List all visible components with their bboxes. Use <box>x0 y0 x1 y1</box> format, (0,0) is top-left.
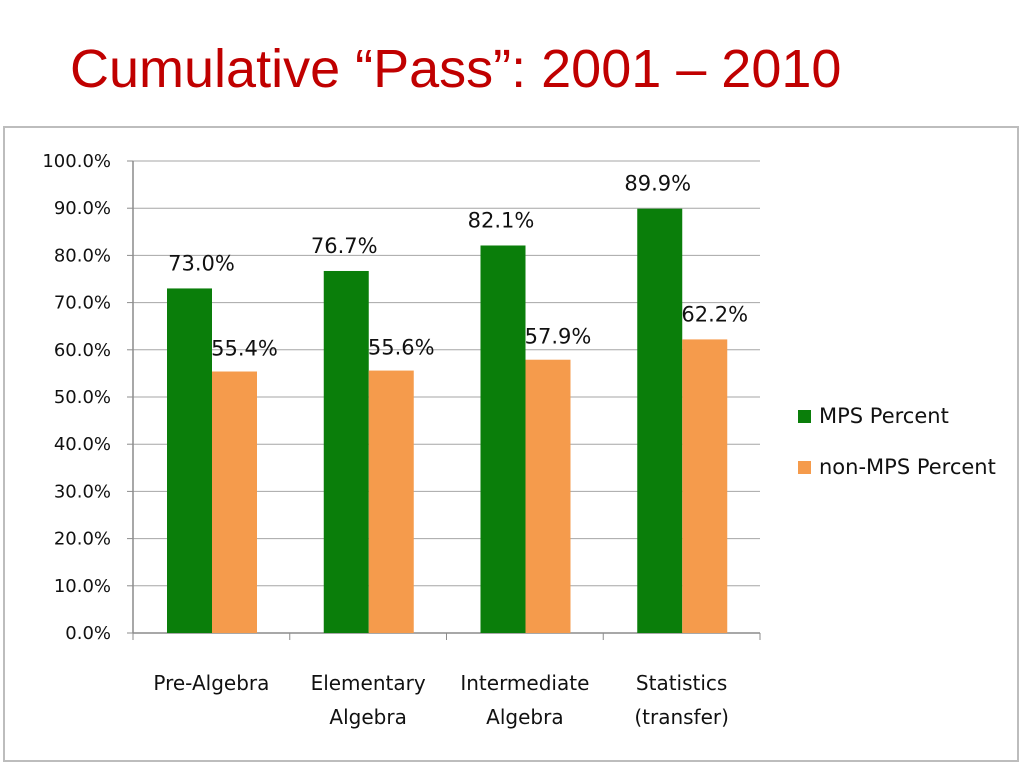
x-category-label: (transfer) <box>634 705 729 729</box>
data-label: 89.9% <box>624 172 691 196</box>
y-tick-label: 40.0% <box>54 434 111 455</box>
bar-mps <box>481 245 526 633</box>
legend-swatch <box>798 410 811 423</box>
y-tick-label: 10.0% <box>54 576 111 597</box>
x-category-label: Algebra <box>486 705 563 729</box>
legend-swatch <box>798 461 811 474</box>
bar-non-mps <box>682 339 727 633</box>
y-tick-label: 20.0% <box>54 529 111 550</box>
bar-non-mps <box>212 372 257 633</box>
y-tick-label: 70.0% <box>54 293 111 314</box>
data-label: 55.4% <box>211 337 278 361</box>
data-label: 55.6% <box>368 336 435 360</box>
legend-label: non-MPS Percent <box>819 455 996 479</box>
bar-mps <box>324 271 369 633</box>
y-tick-label: 100.0% <box>42 151 111 172</box>
x-category-label: Intermediate <box>460 671 589 695</box>
y-tick-label: 60.0% <box>54 340 111 361</box>
data-label: 57.9% <box>525 325 592 349</box>
data-label: 62.2% <box>681 302 748 326</box>
bar-non-mps <box>526 360 571 633</box>
x-category-label: Statistics <box>636 671 727 695</box>
y-tick-label: 0.0% <box>65 623 111 644</box>
y-tick-label: 90.0% <box>54 198 111 219</box>
y-tick-label: 80.0% <box>54 245 111 266</box>
bar-mps <box>167 288 212 633</box>
legend-label: MPS Percent <box>819 404 949 428</box>
x-category-label: Algebra <box>329 705 406 729</box>
x-category-label: Pre-Algebra <box>153 671 269 695</box>
data-label: 82.1% <box>468 208 535 232</box>
x-category-label: Elementary <box>311 671 426 695</box>
bar-non-mps <box>369 371 414 633</box>
bar-mps <box>637 209 682 633</box>
data-label: 73.0% <box>168 251 235 275</box>
y-tick-label: 50.0% <box>54 387 111 408</box>
y-tick-label: 30.0% <box>54 481 111 502</box>
data-label: 76.7% <box>311 234 378 258</box>
